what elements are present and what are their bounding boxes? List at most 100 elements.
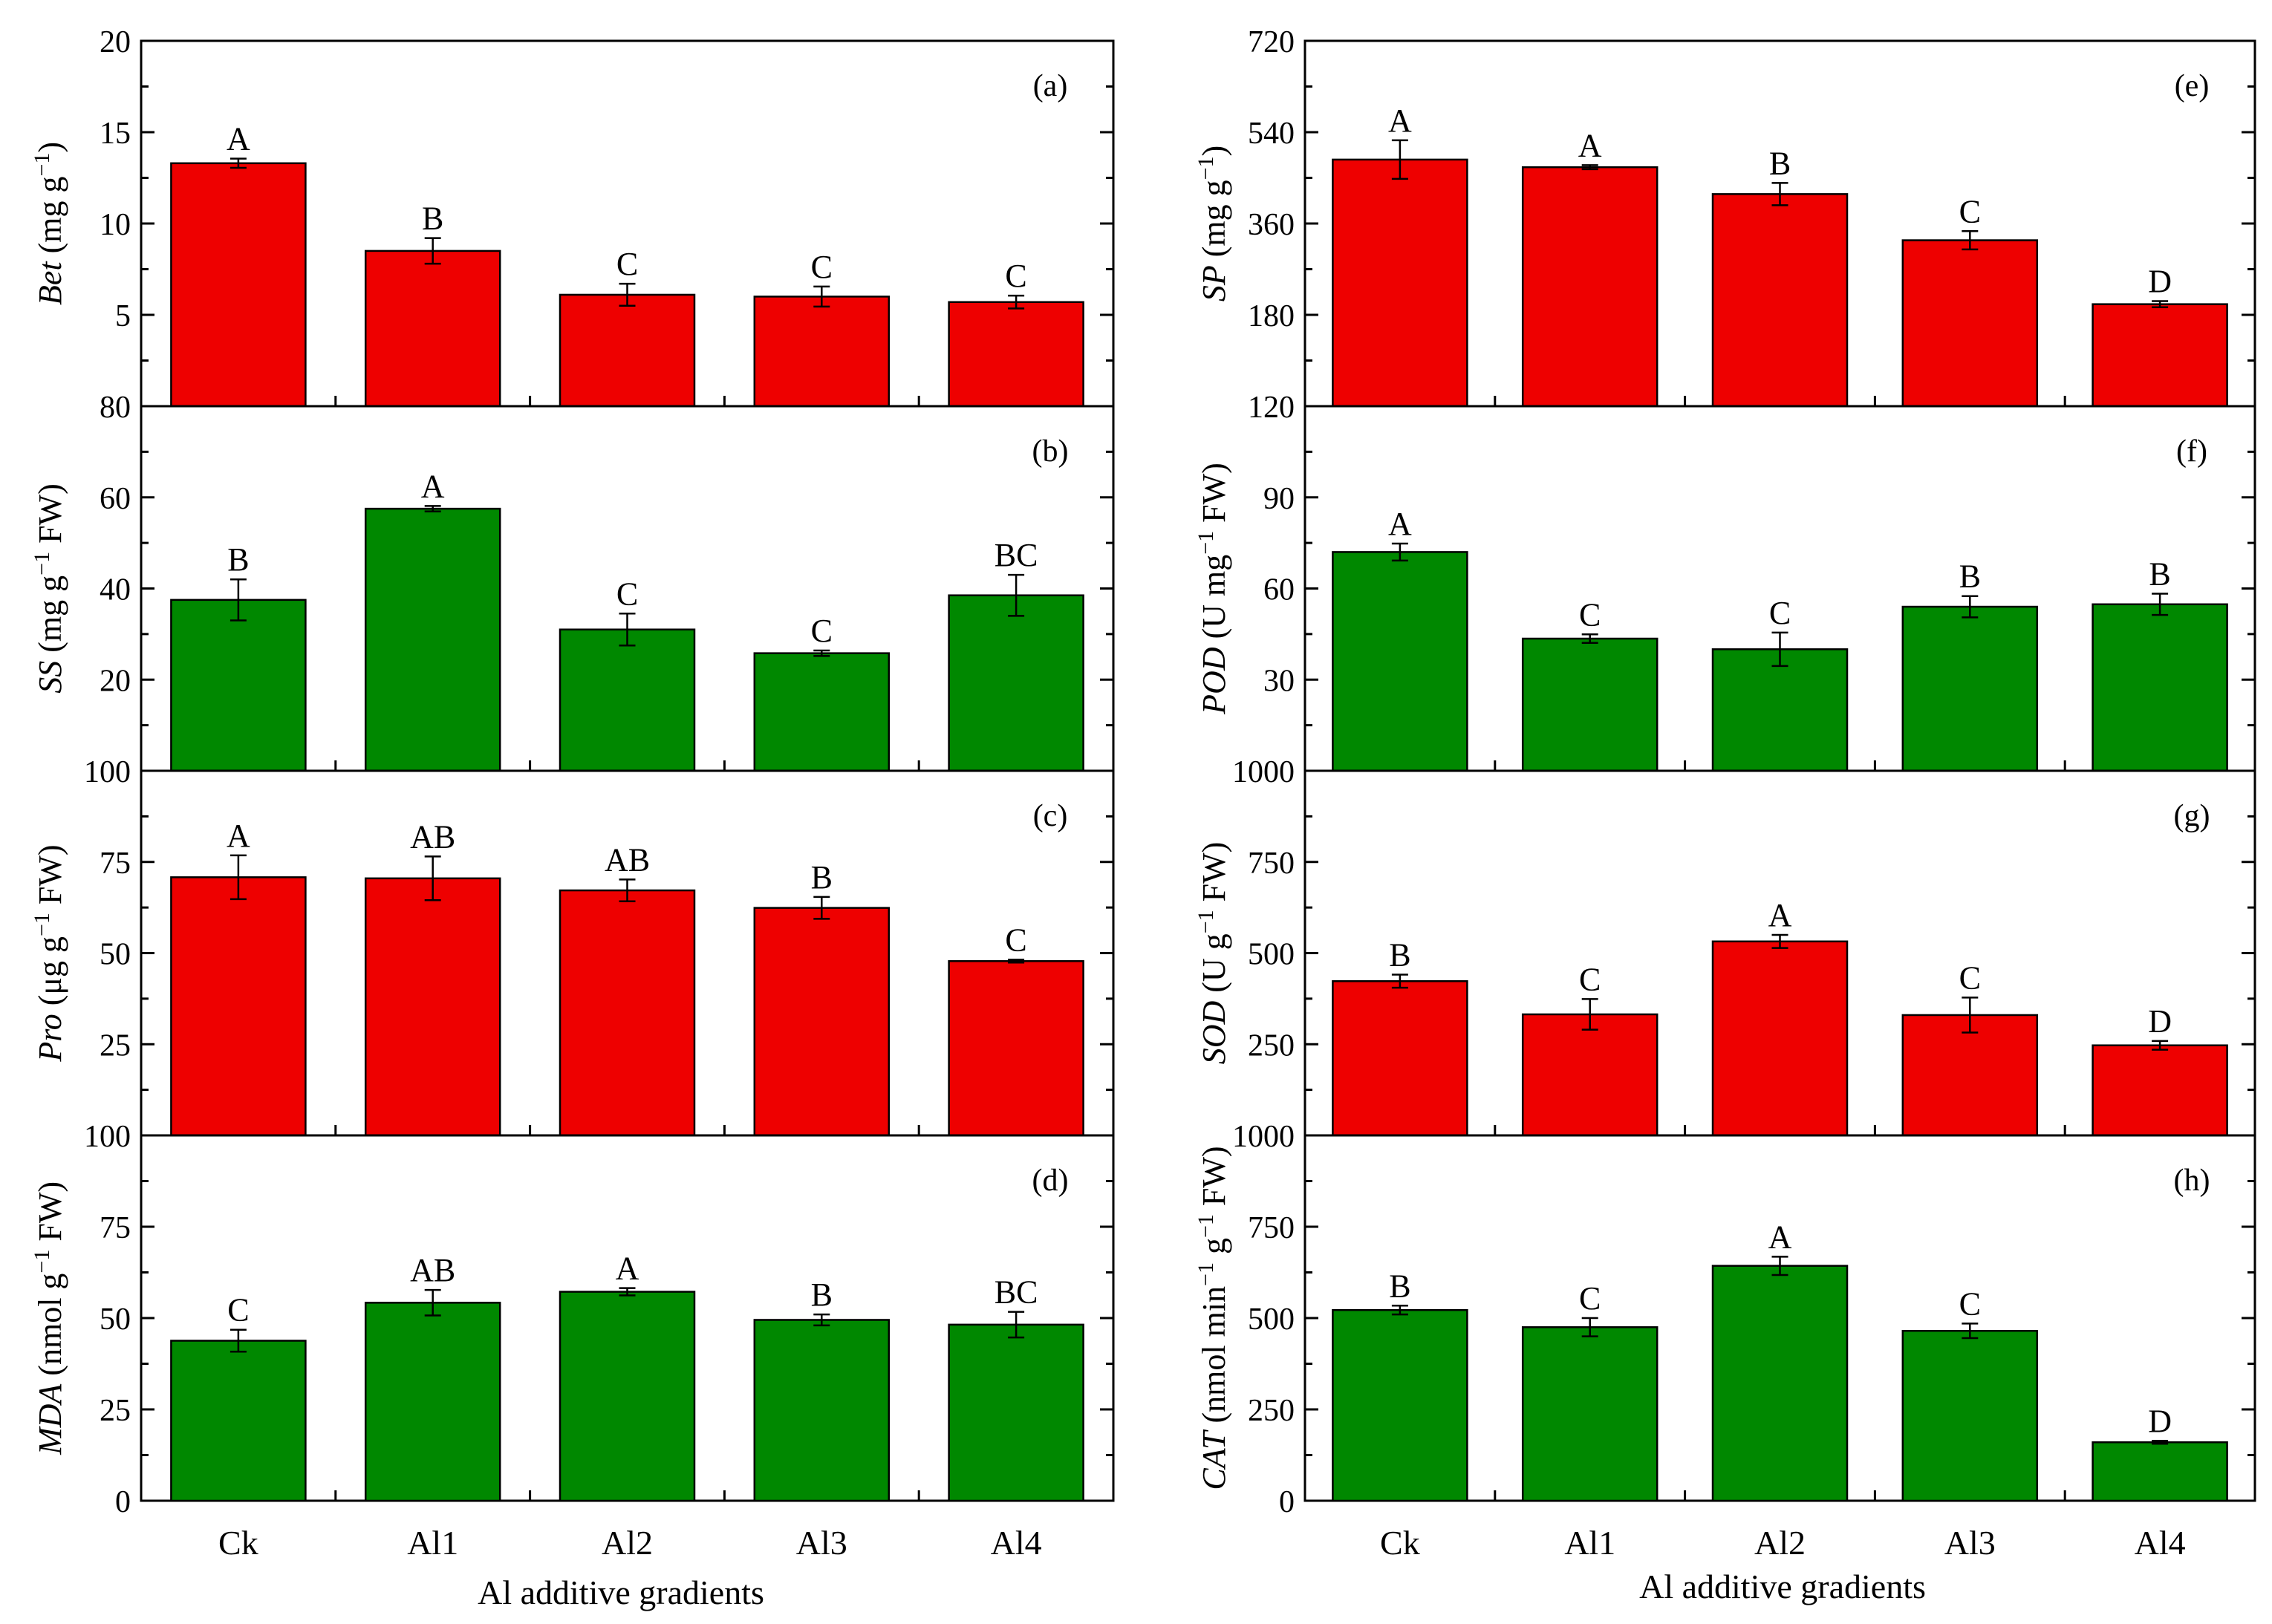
y-tick-label: 40 (100, 573, 131, 607)
x-tick-label-al4: Al4 (2135, 1524, 2186, 1562)
y-axis-label-sup2: −1 (1194, 1214, 1218, 1238)
bar-al3 (1901, 605, 2039, 772)
y-tick-label: 30 (1263, 664, 1295, 698)
bar-ck (1332, 980, 1468, 1137)
bar-al4 (948, 594, 1084, 772)
x-tick-label-al3: Al3 (1944, 1524, 1996, 1562)
bar-al1 (1521, 1326, 1659, 1502)
y-axis-label-unit: (U mg (1196, 555, 1232, 648)
significance-letter: C (227, 1292, 249, 1328)
bar-al4 (2092, 1044, 2228, 1137)
bar-al4 (948, 301, 1084, 408)
y-tick-label-bottom: 80 (100, 391, 131, 425)
y-axis-label-tail: FW) (32, 1181, 68, 1250)
bar-al4 (2092, 303, 2228, 408)
bar-al2 (1711, 940, 1849, 1137)
y-axis-label-var: POD (1196, 647, 1232, 715)
significance-letter: C (811, 613, 833, 649)
x-tick-label-al1: Al1 (407, 1524, 458, 1562)
y-axis-label-unit: (mg g (1196, 180, 1232, 265)
panel-label: (e) (2175, 69, 2210, 103)
bar-ck (1332, 158, 1468, 408)
significance-letter: C (616, 246, 638, 282)
y-tick-label: 0 (115, 1485, 131, 1519)
significance-letter: C (616, 575, 638, 612)
significance-letter: C (811, 249, 833, 285)
y-tick-label-bottom: 1000 (1232, 1120, 1295, 1154)
bar-al1 (364, 250, 501, 408)
y-axis-label-sup: −1 (1194, 156, 1218, 180)
y-tick-label: 25 (100, 1028, 131, 1063)
y-axis-label: POD (U mg−1 FW) (1194, 463, 1232, 715)
y-tick-label: 10 (100, 208, 131, 242)
bar-al3 (1901, 1329, 2039, 1502)
y-axis-label-tail: FW) (1196, 842, 1232, 910)
panel-label: (g) (2174, 799, 2210, 833)
y-tick-label: 500 (1248, 1302, 1295, 1337)
y-axis-label-sup: −1 (30, 913, 54, 936)
bar-al1 (364, 507, 501, 772)
y-axis-label-tail: ) (1196, 146, 1232, 157)
bar-al3 (1901, 239, 2039, 408)
significance-letter: B (422, 200, 443, 237)
panel-label: (h) (2174, 1164, 2210, 1198)
y-axis-label-sup: −1 (1194, 910, 1218, 933)
x-tick-label-al3: Al3 (796, 1524, 847, 1562)
significance-letter: C (1959, 1285, 1981, 1322)
significance-letter: A (1768, 897, 1792, 933)
y-axis-label-unit: (U g (1196, 933, 1232, 1000)
y-axis-label-var: CAT (1196, 1429, 1232, 1490)
panel-f: 30 60 90 1000 A C C B B (f) POD (U mg−1 FW) (1194, 405, 2256, 789)
significance-letter: D (2148, 264, 2172, 300)
significance-letter: C (1769, 595, 1791, 631)
significance-letter: BC (995, 1274, 1038, 1311)
significance-letter: C (1005, 922, 1026, 958)
y-axis-label-sup: −1 (30, 1250, 54, 1274)
significance-letter: C (1959, 193, 1981, 229)
y-tick-label: 50 (100, 1302, 131, 1337)
significance-letter: C (1579, 961, 1601, 997)
bar-ck (170, 599, 307, 772)
x-tick-label-al2: Al2 (1754, 1524, 1806, 1562)
significance-letter: B (1959, 558, 1981, 595)
bar-al3 (1901, 1014, 2039, 1137)
y-tick-label: 90 (1263, 482, 1295, 516)
y-axis-label-unit: (nmol g (32, 1274, 68, 1384)
y-tick-label: 0 (1279, 1485, 1295, 1519)
bar-al3 (753, 296, 891, 408)
y-axis-label-sup: −1 (30, 552, 54, 575)
y-tick-label-bottom: 100 (84, 1120, 131, 1154)
y-tick-label-bottom: 100 (84, 755, 131, 789)
panel-e: 180 360 540 720 120 A A B C D (e) SP (mg g−1) (1194, 25, 2256, 425)
panel-b: 20 40 60 100 B A C C BC (b) SS (mg g−1 FW) (30, 405, 1115, 789)
significance-letter: B (227, 541, 249, 578)
panel-g: 250 500 750 1000 B C A C D (g) SOD (U g−1 FW) (1194, 769, 2256, 1154)
y-tick-label: 20 (100, 25, 131, 59)
significance-letter: C (1959, 959, 1981, 996)
significance-letter: AB (605, 841, 650, 878)
significance-letter: C (1579, 1280, 1601, 1317)
y-axis-label-var: MDA (32, 1383, 68, 1455)
panel-label: (a) (1033, 69, 1068, 103)
y-axis-label-var: SOD (1196, 1001, 1232, 1065)
bar-al2 (559, 889, 696, 1137)
significance-letter: C (1005, 258, 1026, 294)
bar-al4 (2092, 1441, 2228, 1502)
y-axis-label-tail: FW) (1196, 463, 1232, 531)
y-axis-label-sup: −1 (1194, 1262, 1218, 1286)
y-tick-label: 75 (100, 1211, 131, 1245)
panel-label: (f) (2176, 434, 2207, 469)
y-tick-label: 60 (100, 482, 131, 516)
panel-c: 25 50 75 100 A AB AB B C (c) Pro (μg g−1 FW) (30, 769, 1115, 1154)
y-tick-label: 250 (1248, 1394, 1295, 1428)
y-axis-label-sup: −1 (1194, 531, 1218, 555)
significance-letter: B (1769, 145, 1791, 181)
y-axis-label-unit: (μg g (32, 936, 68, 1014)
x-tick-label-ck: Ck (218, 1524, 258, 1562)
bar-al2 (559, 293, 696, 408)
significance-letter: A (421, 468, 445, 504)
significance-letter: A (1578, 127, 1602, 163)
